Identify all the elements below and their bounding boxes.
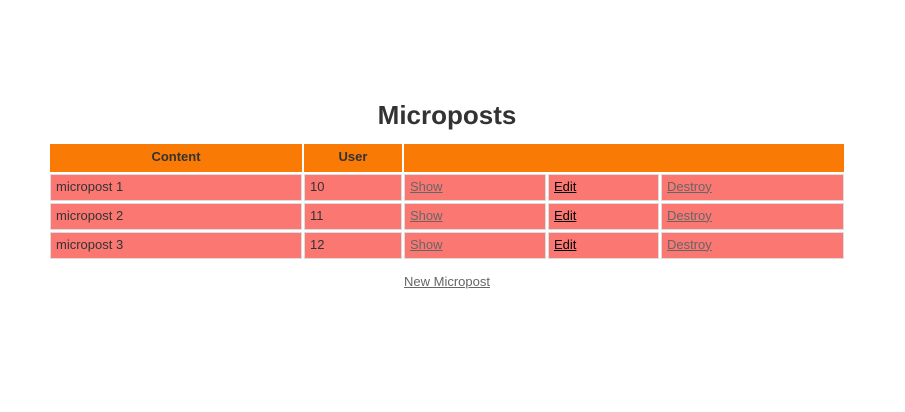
edit-cell: Edit (548, 203, 659, 230)
destroy-cell: Destroy (661, 232, 845, 259)
destroy-link[interactable]: Destroy (667, 207, 712, 223)
table-header-row: Content User (50, 144, 845, 172)
micropost-content: micropost 1 (50, 174, 302, 201)
show-cell: Show (404, 203, 546, 230)
micropost-user: 10 (304, 174, 402, 201)
new-micropost-link[interactable]: New Micropost (404, 274, 490, 289)
micropost-content: micropost 2 (50, 203, 302, 230)
column-header-actions (404, 144, 845, 172)
edit-cell: Edit (548, 232, 659, 259)
destroy-cell: Destroy (661, 174, 845, 201)
destroy-link[interactable]: Destroy (667, 178, 712, 194)
edit-link[interactable]: Edit (554, 236, 577, 252)
column-header-user: User (304, 144, 402, 172)
new-micropost-container: New Micropost (0, 274, 894, 289)
page-title: Microposts (377, 100, 517, 130)
destroy-link[interactable]: Destroy (667, 236, 712, 252)
column-header-content: Content (50, 144, 302, 172)
table-row: micropost 2 11 Show Edit Destroy (50, 203, 845, 230)
show-cell: Show (404, 174, 546, 201)
show-link[interactable]: Show (410, 178, 443, 194)
show-cell: Show (404, 232, 546, 259)
destroy-cell: Destroy (661, 203, 845, 230)
micropost-content: micropost 3 (50, 232, 302, 259)
edit-link[interactable]: Edit (554, 178, 577, 194)
table-row: micropost 1 10 Show Edit Destroy (50, 174, 845, 201)
micropost-user: 11 (304, 203, 402, 230)
show-link[interactable]: Show (410, 207, 443, 223)
edit-link[interactable]: Edit (554, 207, 577, 223)
micropost-user: 12 (304, 232, 402, 259)
edit-cell: Edit (548, 174, 659, 201)
table-row: micropost 3 12 Show Edit Destroy (50, 232, 845, 259)
microposts-table: Content User micropost 1 10 Show Edit De… (48, 142, 846, 261)
show-link[interactable]: Show (410, 236, 443, 252)
